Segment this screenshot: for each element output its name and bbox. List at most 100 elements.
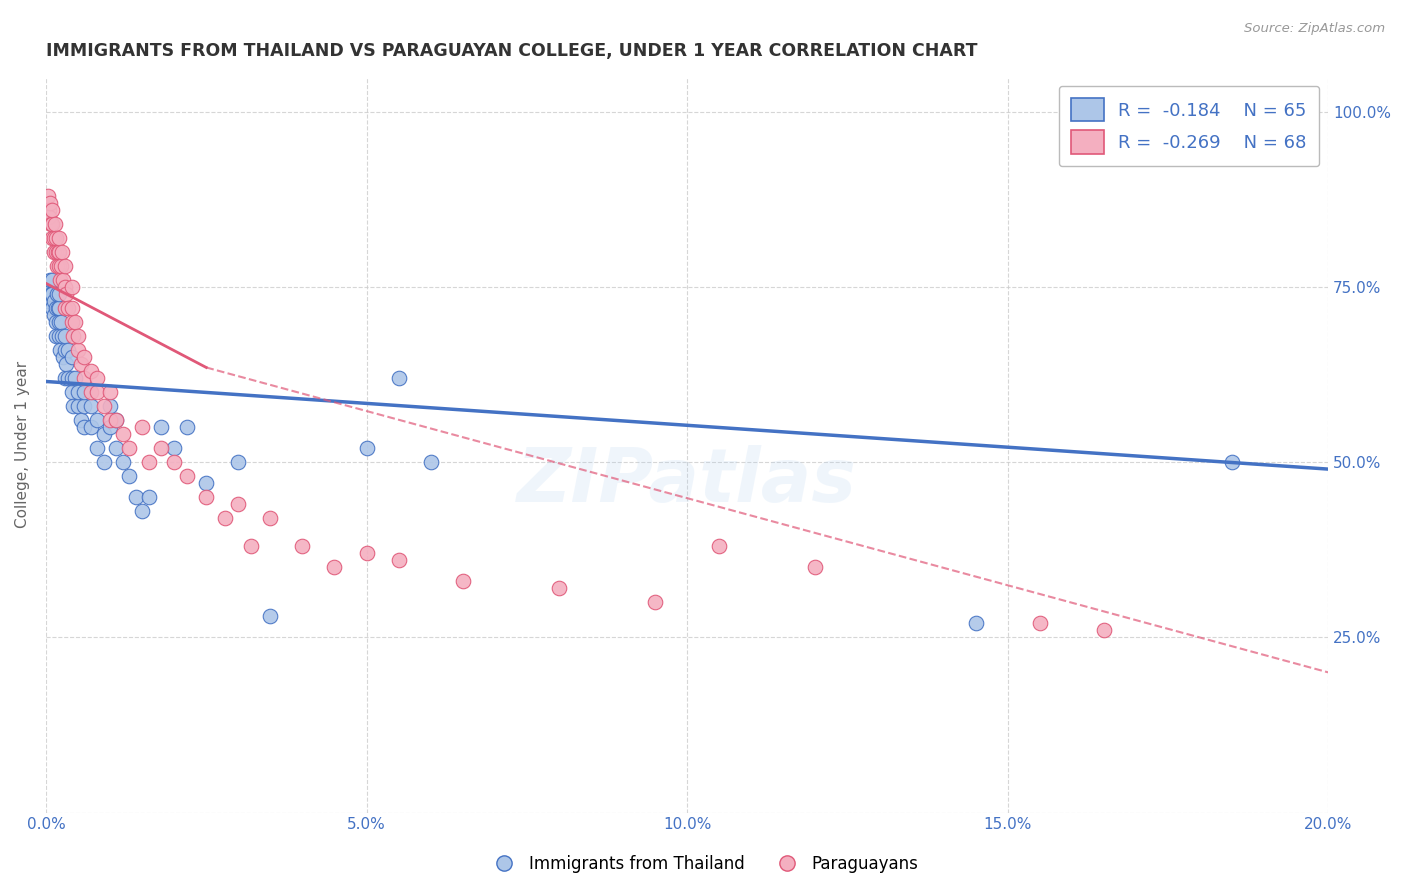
Point — [86, 371, 108, 385]
Point — [259, 511, 281, 525]
Point — [138, 455, 160, 469]
Point — [66, 329, 89, 343]
Point — [48, 259, 70, 273]
Point — [86, 384, 108, 399]
Point — [38, 195, 60, 210]
Point — [41, 217, 63, 231]
Point — [66, 399, 89, 413]
Point — [58, 301, 80, 315]
Point — [163, 455, 186, 469]
Point — [707, 539, 730, 553]
Point — [48, 329, 70, 343]
Point — [644, 595, 666, 609]
Point — [80, 364, 103, 378]
Point — [226, 455, 249, 469]
Point — [51, 259, 73, 273]
Point — [150, 420, 173, 434]
Point — [42, 244, 65, 259]
Point — [73, 384, 96, 399]
Point — [105, 413, 128, 427]
Point — [48, 244, 70, 259]
Point — [111, 427, 134, 442]
Point — [58, 371, 80, 385]
Point — [55, 357, 77, 371]
Point — [176, 469, 198, 483]
Point — [48, 301, 70, 315]
Point — [44, 231, 66, 245]
Point — [49, 343, 72, 357]
Point — [195, 476, 218, 491]
Point — [37, 188, 59, 202]
Point — [63, 315, 86, 329]
Point — [48, 315, 70, 329]
Point — [62, 399, 84, 413]
Point — [356, 546, 378, 560]
Point — [45, 286, 67, 301]
Point — [52, 350, 75, 364]
Point — [150, 441, 173, 455]
Point — [60, 350, 83, 364]
Point — [125, 490, 148, 504]
Point — [419, 455, 441, 469]
Point — [1092, 624, 1115, 638]
Point — [60, 280, 83, 294]
Point — [48, 231, 70, 245]
Point — [80, 399, 103, 413]
Point — [45, 315, 67, 329]
Point — [240, 539, 263, 553]
Point — [965, 616, 987, 631]
Point — [93, 455, 115, 469]
Point — [49, 315, 72, 329]
Text: IMMIGRANTS FROM THAILAND VS PARAGUAYAN COLLEGE, UNDER 1 YEAR CORRELATION CHART: IMMIGRANTS FROM THAILAND VS PARAGUAYAN C… — [46, 42, 977, 60]
Point — [37, 293, 59, 308]
Point — [63, 371, 86, 385]
Point — [163, 441, 186, 455]
Point — [53, 343, 76, 357]
Point — [60, 301, 83, 315]
Point — [387, 371, 409, 385]
Point — [70, 413, 93, 427]
Legend: Immigrants from Thailand, Paraguayans: Immigrants from Thailand, Paraguayans — [481, 848, 925, 880]
Point — [41, 301, 63, 315]
Point — [98, 420, 121, 434]
Point — [44, 217, 66, 231]
Point — [38, 210, 60, 224]
Point — [56, 343, 79, 357]
Point — [118, 441, 141, 455]
Point — [39, 286, 62, 301]
Point — [226, 497, 249, 511]
Y-axis label: College, Under 1 year: College, Under 1 year — [15, 361, 30, 528]
Point — [804, 560, 827, 574]
Point — [53, 280, 76, 294]
Point — [41, 273, 63, 287]
Point — [73, 350, 96, 364]
Point — [176, 420, 198, 434]
Point — [105, 441, 128, 455]
Point — [38, 273, 60, 287]
Point — [1028, 616, 1050, 631]
Point — [62, 329, 84, 343]
Point — [323, 560, 346, 574]
Point — [46, 301, 69, 315]
Text: Source: ZipAtlas.com: Source: ZipAtlas.com — [1244, 22, 1385, 36]
Point — [214, 511, 236, 525]
Point — [53, 259, 76, 273]
Point — [73, 399, 96, 413]
Point — [195, 490, 218, 504]
Point — [38, 202, 60, 217]
Point — [387, 553, 409, 567]
Point — [39, 217, 62, 231]
Point — [49, 273, 72, 287]
Point — [55, 286, 77, 301]
Point — [356, 441, 378, 455]
Point — [66, 343, 89, 357]
Point — [60, 315, 83, 329]
Point — [51, 244, 73, 259]
Point — [44, 293, 66, 308]
Point — [98, 384, 121, 399]
Point — [451, 574, 474, 589]
Point — [73, 371, 96, 385]
Point — [118, 469, 141, 483]
Point — [547, 581, 569, 595]
Point — [48, 286, 70, 301]
